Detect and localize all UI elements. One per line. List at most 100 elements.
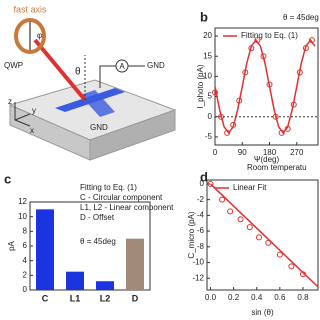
point	[236, 97, 243, 104]
y-tick-label: -8	[197, 242, 205, 251]
x-tick-label: D	[132, 293, 139, 303]
label: A	[119, 62, 125, 71]
point	[284, 125, 291, 132]
annotation: D - Offset	[80, 213, 115, 222]
electrode	[80, 90, 115, 117]
substrate-right	[89, 109, 176, 161]
x-tick-label: 270	[290, 148, 304, 157]
x-tick-label: 0.4	[251, 293, 263, 302]
bar	[36, 209, 54, 290]
x-tick-label: 0.6	[274, 293, 286, 302]
x-tick-label: 180	[263, 148, 277, 157]
y-tick-label: 10	[203, 72, 212, 81]
chart-title: Room temperatu	[247, 163, 307, 172]
label: GND	[90, 123, 108, 132]
bar	[126, 238, 144, 290]
x-axis-label: Ψ(deg)	[254, 155, 280, 164]
y-tick-label: 0	[200, 179, 205, 188]
point	[212, 89, 218, 96]
x-axis-label: sin (θ)	[251, 308, 274, 317]
label: x	[30, 126, 34, 135]
y-tick-label: -12	[192, 273, 204, 282]
y-tick-label: 12	[18, 197, 27, 206]
plot-frame	[206, 179, 319, 291]
x-tick-label: 0	[213, 148, 218, 157]
point	[230, 121, 237, 128]
y-tick-label: 20	[203, 31, 212, 40]
label: fast axis	[13, 4, 47, 14]
point	[299, 271, 306, 278]
bar	[66, 271, 84, 290]
fit-line	[214, 38, 316, 135]
label: z	[8, 97, 12, 106]
y-tick-label: -2	[197, 195, 205, 204]
annotation: Fitting to Eq. (1)	[80, 183, 137, 192]
point	[265, 239, 272, 246]
point	[219, 196, 226, 203]
point	[260, 53, 267, 60]
annotation: L1, L2 - Linear component	[80, 203, 174, 212]
panel-label: c	[4, 171, 11, 186]
y-tick-label: 4	[23, 256, 28, 265]
point	[246, 224, 253, 231]
x-tick-label: C	[42, 293, 49, 303]
x-tick-label: 0.0	[205, 293, 217, 302]
y-tick-label: 5	[208, 92, 213, 101]
label: θ	[75, 67, 81, 78]
axis-y	[14, 113, 31, 121]
y-tick-label: 15	[203, 51, 212, 60]
y-axis-label: I_photo (pA)	[196, 64, 205, 108]
annotation: θ = 45deg	[80, 237, 116, 246]
legend-label: Linear Fit	[233, 183, 267, 192]
label: QWP	[4, 61, 23, 70]
fit-line	[209, 183, 319, 288]
annotation: θ = 45deg	[283, 13, 319, 22]
y-tick-label: 2	[23, 270, 28, 279]
label: GND	[147, 61, 165, 70]
point	[290, 101, 297, 108]
y-axis-label: pA	[7, 240, 16, 250]
point	[272, 113, 279, 120]
x-tick-label: 0.8	[297, 293, 309, 302]
point	[207, 180, 214, 187]
point	[224, 129, 231, 136]
x-tick-label: L1	[70, 293, 81, 303]
point	[266, 81, 273, 88]
x-tick-label: 0.2	[228, 293, 240, 302]
point	[276, 251, 283, 258]
y-tick-label: 8	[23, 226, 28, 235]
point	[242, 69, 249, 76]
point	[288, 263, 295, 270]
point	[278, 129, 285, 136]
y-tick-label: -5	[205, 132, 213, 141]
bar	[96, 281, 114, 290]
schematic: fast axis QWP φ θ A GND GND z y x	[4, 4, 177, 161]
y-tick-label: 0	[208, 112, 213, 121]
qwp-ring	[14, 18, 46, 54]
point	[256, 234, 263, 241]
point	[248, 45, 255, 52]
point	[218, 113, 225, 120]
label: φ	[37, 31, 42, 40]
point	[254, 37, 261, 44]
point	[227, 208, 234, 215]
y-tick-label: 0	[23, 285, 28, 294]
point	[237, 216, 244, 223]
y-tick-label: -6	[197, 226, 205, 235]
point	[296, 69, 303, 76]
y-tick-label: 10	[18, 212, 27, 221]
plot-frame	[214, 27, 319, 146]
panel-label: b	[200, 9, 208, 24]
wire	[99, 65, 116, 88]
label: y	[32, 106, 36, 115]
panel-label: d	[200, 169, 208, 184]
legend-label: Fitting to Eq. (1)	[241, 31, 298, 40]
y-tick-label: -10	[192, 258, 204, 267]
x-tick-label: L2	[100, 293, 111, 303]
annotation: C - Circular component	[80, 193, 163, 202]
point	[308, 37, 315, 44]
y-tick-label: 6	[23, 241, 28, 250]
beam	[33, 38, 87, 102]
x-tick-label: 90	[238, 148, 247, 157]
